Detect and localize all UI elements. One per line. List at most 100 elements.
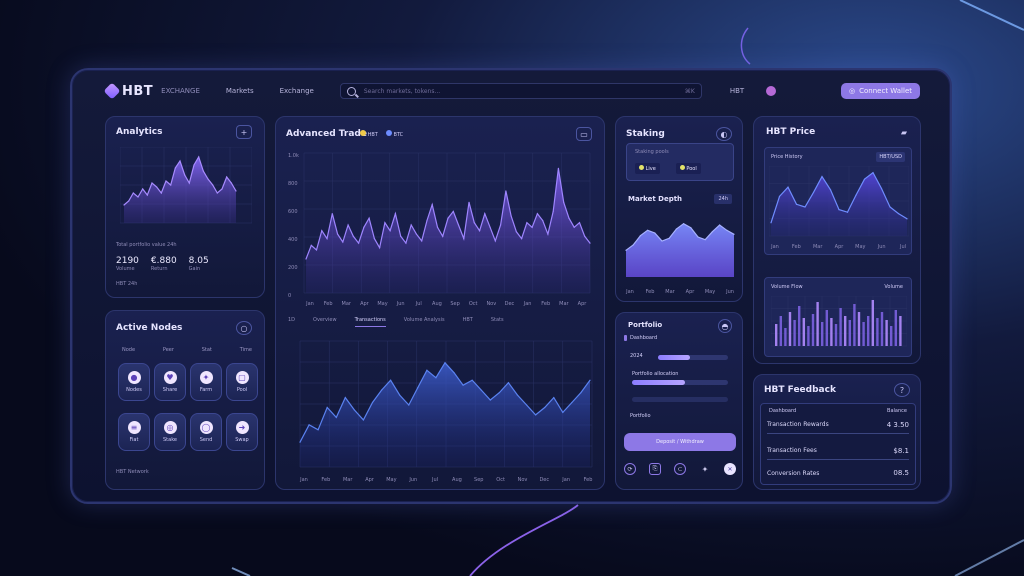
feedback-header-balance: Balance [887, 408, 907, 414]
x-tick-label: May [705, 289, 715, 295]
progress-fill [658, 355, 690, 360]
analytics-point [151, 182, 153, 184]
x-tick-label: Feb [541, 301, 550, 307]
hbt-price-point [778, 195, 781, 197]
hbt-price-folder-button[interactable]: ▰ [900, 127, 908, 137]
deposit-button[interactable]: Deposit / Withdraw [624, 433, 736, 451]
active-nodes-title: Active Nodes [116, 323, 183, 333]
app-tile[interactable]: ● Nodes [118, 363, 150, 401]
x-tick-label: Jun [877, 244, 886, 250]
logo-subtitle: EXCHANGE [161, 87, 200, 95]
price-history-label: Price History [771, 154, 803, 160]
x-tick-label: Sep [474, 477, 483, 483]
copy-icon[interactable]: ⎘ [649, 463, 661, 475]
x-tick-label: May [377, 301, 387, 307]
lower-chart-point [317, 429, 319, 431]
feedback-row[interactable]: Transaction Fees $8.1 [767, 442, 909, 460]
price-history-tag[interactable]: HBT/USD [876, 152, 905, 162]
chart-tab[interactable]: Transactions [354, 317, 386, 327]
main-chart-title: Advanced Trade [286, 129, 367, 139]
volume-flow-title: Volume Flow [771, 284, 803, 290]
legend-btc-swatch [385, 130, 392, 136]
x-tick-label: May [386, 477, 396, 483]
lower-chart-point [380, 389, 383, 391]
stat-return-value: €.880 [150, 256, 177, 266]
portfolio-avatar-button[interactable]: ◓ [718, 319, 732, 333]
nav-item-exchange[interactable]: Exchange [279, 87, 314, 95]
market-depth-title: Market Depth [628, 195, 683, 203]
connect-wallet-button[interactable]: ◎ Connect Wallet [841, 83, 920, 99]
column-stat: Stat [201, 347, 212, 353]
chart-tab[interactable]: Volume Analysis [403, 317, 445, 323]
app-tile[interactable]: ◯ Send [190, 413, 222, 451]
analytics-point [216, 192, 218, 194]
main-chart-point [478, 230, 481, 232]
search-input[interactable]: Search markets, tokens... ⌘K [339, 83, 702, 99]
app-tile[interactable]: ≡ Fiat [118, 413, 150, 451]
stat-volume-label: Volume [116, 266, 135, 272]
analytics-add-button[interactable]: + [236, 125, 252, 139]
app-tile[interactable]: ✦ Farm [190, 363, 222, 401]
x-tick-label: Jan [305, 301, 314, 307]
feedback-row[interactable]: Transaction Rewards 4 3.50 [767, 416, 909, 434]
hbt-price-area [771, 172, 907, 236]
volume-bar [871, 300, 874, 346]
close-icon[interactable]: ✕ [724, 463, 736, 475]
feedback-row[interactable]: Conversion Rates 08.5 [767, 464, 909, 482]
analytics-footer: HBT 24h [116, 281, 138, 287]
main-chart-point [542, 219, 544, 222]
y-tick-label: 400 [288, 237, 298, 243]
app-tile[interactable]: ◎ Stake [154, 413, 186, 451]
logo[interactable]: HBT EXCHANGE [103, 82, 200, 100]
market-depth-tag[interactable]: 24h [714, 194, 732, 204]
main-chart-point [426, 219, 428, 222]
x-tick-label: Sep [450, 301, 459, 307]
app-tile-label: Farm [199, 387, 213, 393]
hbt-price-point [795, 203, 798, 205]
app-tile[interactable]: ♥ Share [154, 363, 186, 401]
x-tick-label: Jan [625, 289, 634, 295]
link-icon[interactable]: ⊂ [674, 463, 686, 475]
analytics-area [124, 157, 236, 223]
x-tick-label: Apr [835, 244, 845, 250]
portfolio-item-dashboard[interactable]: Dashboard [624, 335, 736, 341]
chart-tab[interactable]: HBT [462, 317, 473, 323]
refresh-icon[interactable]: ⟳ [624, 463, 636, 475]
lower-chart-point [462, 384, 464, 386]
market-depth-point [639, 235, 641, 237]
main-chart-area [306, 168, 590, 293]
feedback-row-value: 4 3.50 [886, 420, 909, 429]
chip-live[interactable]: Live [635, 163, 660, 174]
hbt-feedback-info-button[interactable]: ? [894, 383, 910, 397]
analytics-point [142, 188, 144, 190]
lower-chart-point [326, 406, 328, 409]
app-tile[interactable]: ➜ Swap [226, 413, 258, 451]
analytics-point [230, 182, 232, 184]
volume-bar [793, 320, 796, 346]
main-chart-point [394, 213, 397, 215]
active-nodes-settings-button[interactable]: ○ [236, 321, 252, 335]
lower-chart-point [408, 404, 410, 406]
chart-tab[interactable]: Overview [313, 317, 337, 323]
x-tick-label: Dec [539, 477, 549, 483]
analytics-point [179, 160, 181, 162]
column-node: Node [122, 347, 136, 353]
chart-tab[interactable]: Stats [490, 317, 504, 323]
hbt-price-panel: HBT Price ▰ Price History HBT/USD Jan Feb… [753, 116, 921, 364]
main-chart-menu-button[interactable]: ▭ [576, 127, 592, 141]
avatar[interactable] [766, 86, 777, 96]
staking-toggle-button[interactable]: ◐ [716, 127, 732, 141]
stat-volume: 2190 Volume [116, 256, 139, 272]
star-icon[interactable]: ✦ [701, 464, 709, 474]
nav-item-markets[interactable]: Markets [225, 87, 254, 95]
main-chart-point [342, 241, 344, 243]
app-tile[interactable]: ▢ Pool [226, 363, 258, 401]
search-shortcut: ⌘K [684, 87, 695, 95]
main-chart-point [436, 226, 439, 228]
main-chart-point [384, 222, 386, 224]
volume-flow-chart [771, 296, 907, 347]
header-hbt-link[interactable]: HBT [729, 87, 745, 95]
chart-tab[interactable]: 1D [288, 317, 296, 323]
chip-pool[interactable]: Pool [675, 163, 701, 174]
main-chart-point [347, 224, 349, 226]
